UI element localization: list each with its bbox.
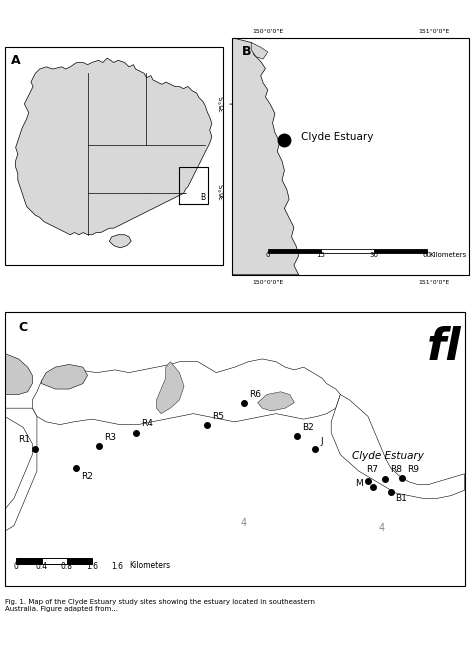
Text: 150°0'0"E: 150°0'0"E [252, 280, 283, 285]
Text: R7: R7 [365, 465, 378, 475]
Text: 0: 0 [265, 252, 270, 258]
Polygon shape [331, 395, 465, 499]
Text: Kilometers: Kilometers [429, 253, 466, 258]
Text: R4: R4 [141, 419, 153, 428]
Bar [42, 558, 67, 564]
Polygon shape [16, 58, 212, 235]
Polygon shape [156, 362, 184, 413]
Polygon shape [42, 365, 88, 389]
Text: 150°0'0"E: 150°0'0"E [252, 29, 283, 34]
Text: 1.6: 1.6 [111, 562, 123, 571]
Text: 60: 60 [422, 252, 431, 258]
Text: 4: 4 [241, 518, 247, 528]
Text: 151°0'0"E: 151°0'0"E [418, 29, 449, 34]
Text: 0.4: 0.4 [36, 562, 47, 571]
Bar [16, 558, 42, 564]
Text: 36°S: 36°S [219, 184, 225, 201]
Text: 151°0'0"E: 151°0'0"E [418, 280, 449, 285]
Text: R6: R6 [249, 390, 261, 398]
Polygon shape [232, 38, 299, 275]
Text: R1: R1 [18, 436, 30, 445]
Polygon shape [32, 359, 340, 424]
Text: 1.6: 1.6 [86, 562, 98, 571]
Text: R3: R3 [104, 433, 117, 441]
Text: R5: R5 [212, 411, 225, 421]
Bar [374, 249, 427, 253]
Text: R8: R8 [390, 465, 402, 474]
Text: B2: B2 [302, 422, 314, 432]
Text: fl: fl [427, 326, 461, 369]
Text: 0.8: 0.8 [61, 562, 73, 571]
Text: B1: B1 [395, 494, 407, 503]
Text: 0: 0 [14, 562, 18, 571]
Bar [268, 249, 321, 253]
Text: Fig. 1. Map of the Clyde Estuary study sites showing the estuary located in sout: Fig. 1. Map of the Clyde Estuary study s… [5, 599, 315, 612]
Text: 4: 4 [379, 523, 385, 533]
Text: M: M [355, 479, 363, 488]
Text: R2: R2 [82, 472, 93, 481]
Bar [67, 558, 92, 564]
Polygon shape [5, 353, 32, 395]
Text: 30: 30 [369, 252, 378, 258]
Text: Clyde Estuary: Clyde Estuary [301, 132, 374, 143]
Polygon shape [258, 392, 294, 411]
Text: B: B [242, 45, 251, 58]
Text: J: J [320, 437, 323, 446]
Text: R9: R9 [407, 465, 419, 475]
Polygon shape [109, 235, 131, 248]
Text: Kilometers: Kilometers [129, 561, 170, 570]
Polygon shape [5, 408, 37, 531]
Text: C: C [18, 321, 27, 334]
Text: Clyde Estuary: Clyde Estuary [352, 450, 424, 461]
Bar [321, 249, 374, 253]
Polygon shape [251, 42, 268, 59]
Text: B: B [201, 193, 206, 202]
Text: A: A [11, 54, 21, 67]
Text: 35°S: 35°S [219, 96, 225, 113]
Text: 15: 15 [316, 252, 325, 258]
